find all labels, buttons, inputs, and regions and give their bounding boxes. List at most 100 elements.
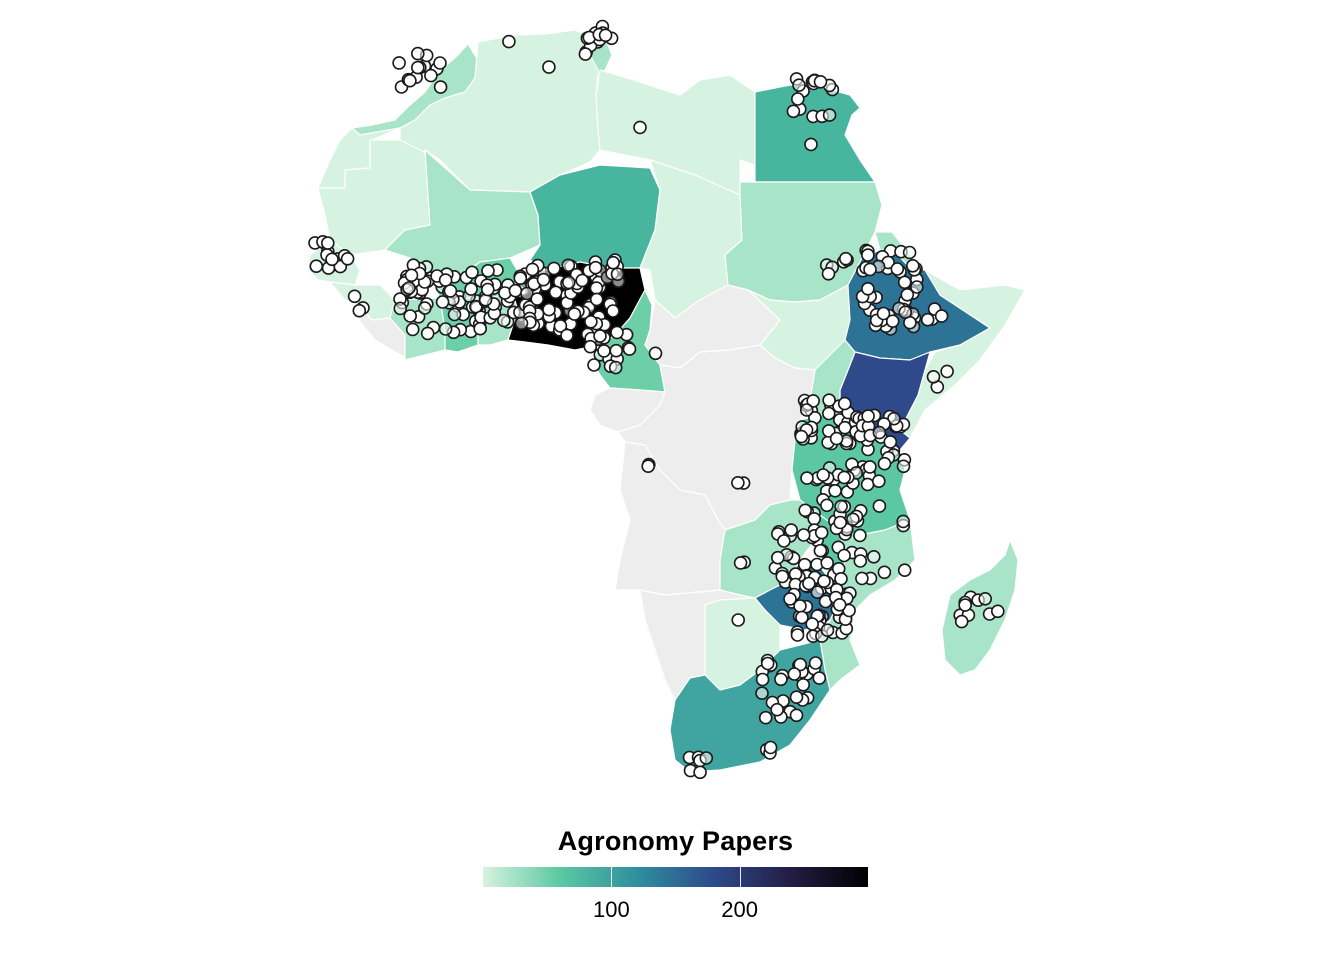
study-site-point <box>606 304 620 318</box>
study-site-point <box>587 358 601 372</box>
study-site-point <box>990 604 1005 619</box>
study-site-point <box>731 475 745 490</box>
study-site-point <box>464 282 478 296</box>
country-ethiopia <box>844 249 991 361</box>
study-site-point <box>800 471 814 485</box>
study-site-point <box>798 503 813 518</box>
study-site-point <box>561 258 576 273</box>
study-site-point <box>433 80 448 94</box>
study-site-point <box>799 403 814 417</box>
study-site-point <box>410 60 425 75</box>
study-site-point <box>770 702 784 717</box>
study-site-point <box>795 610 809 625</box>
study-site-point <box>609 343 624 358</box>
study-site-point <box>760 656 775 671</box>
country-niger <box>529 164 661 271</box>
country-madagascar <box>941 539 1019 676</box>
study-site-point <box>699 751 714 765</box>
study-site-point <box>860 477 875 492</box>
study-site-points <box>308 19 1005 780</box>
study-site-point <box>816 468 831 482</box>
study-site-point <box>542 302 556 317</box>
study-site-point <box>536 272 551 287</box>
study-site-point <box>804 137 818 152</box>
study-site-point <box>817 574 831 589</box>
study-site-point <box>822 108 837 122</box>
country-liberia <box>359 304 411 361</box>
study-site-point <box>820 623 835 638</box>
study-site-point <box>584 314 598 329</box>
study-site-point <box>807 511 822 526</box>
study-site-point <box>797 557 812 572</box>
study-site-point <box>902 245 917 260</box>
study-site-point <box>410 46 425 61</box>
study-site-point <box>608 360 623 375</box>
study-site-point <box>447 307 462 322</box>
study-site-point <box>896 514 911 529</box>
study-site-point <box>435 295 450 309</box>
study-site-point <box>877 456 892 471</box>
study-site-point <box>561 275 576 290</box>
study-site-point <box>641 459 656 474</box>
study-site-point <box>417 301 432 315</box>
study-site-point <box>900 287 915 302</box>
study-site-point <box>813 75 828 89</box>
study-site-point <box>812 671 827 685</box>
study-site-point <box>934 309 949 323</box>
study-site-point <box>593 329 607 343</box>
study-site-point <box>758 710 773 725</box>
study-site-point <box>821 406 836 421</box>
study-site-point <box>905 258 920 273</box>
study-site-point <box>838 251 853 266</box>
study-site-point <box>693 765 707 780</box>
study-site-point <box>806 394 821 408</box>
study-site-point <box>433 56 447 70</box>
study-site-point <box>309 259 324 274</box>
study-site-point <box>755 686 769 701</box>
study-site-point <box>822 393 836 408</box>
study-site-point <box>777 534 791 548</box>
study-site-point <box>783 592 797 606</box>
study-site-point <box>871 474 886 489</box>
study-site-point <box>808 656 823 670</box>
study-site-point <box>820 498 834 513</box>
study-site-point <box>588 260 603 275</box>
study-site-point <box>958 598 973 612</box>
study-site-point <box>883 435 898 449</box>
study-site-point <box>872 499 887 513</box>
study-site-point <box>876 306 891 321</box>
study-site-point <box>872 425 887 440</box>
study-site-point <box>424 68 438 83</box>
study-site-point <box>438 322 453 336</box>
study-site-point <box>813 543 828 558</box>
study-site-point <box>885 314 900 329</box>
study-site-point <box>443 284 458 298</box>
study-site-point <box>837 470 852 485</box>
study-site-point <box>821 266 836 281</box>
study-site-point <box>597 344 611 358</box>
study-site-point <box>789 690 804 705</box>
study-site-point <box>589 292 604 307</box>
study-site-point <box>861 409 875 423</box>
study-site-point <box>834 499 848 514</box>
study-site-point <box>352 303 367 318</box>
study-site-point <box>828 483 842 498</box>
study-site-point <box>610 267 625 282</box>
study-site-point <box>508 283 523 298</box>
legend-tick-label: 100 <box>592 897 630 922</box>
study-site-point <box>896 459 911 474</box>
study-site-point <box>560 328 574 343</box>
study-site-point <box>648 346 663 361</box>
study-site-point <box>733 556 748 570</box>
study-site-point <box>866 549 881 564</box>
study-site-point <box>978 591 993 606</box>
study-site-point <box>855 571 869 586</box>
study-site-point <box>820 556 835 570</box>
study-site-point <box>731 613 746 627</box>
study-site-point <box>810 585 825 600</box>
study-site-point <box>548 285 563 300</box>
study-site-point <box>755 672 770 687</box>
study-site-point <box>796 528 811 542</box>
study-site-point <box>553 319 568 333</box>
